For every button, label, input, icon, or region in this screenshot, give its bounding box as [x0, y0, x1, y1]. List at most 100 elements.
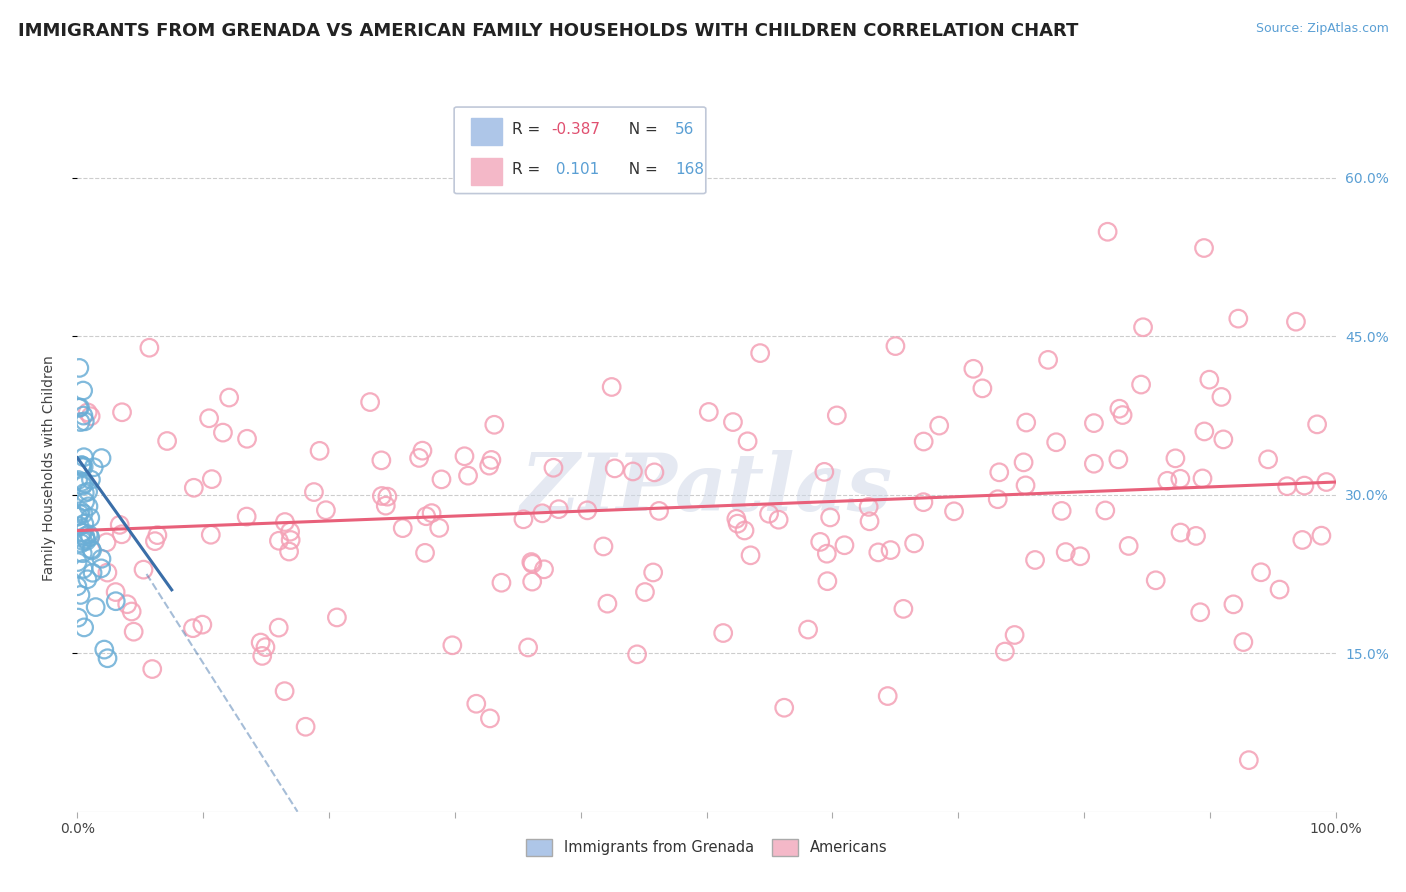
Point	[721, 415, 744, 429]
Point	[465, 697, 488, 711]
Point	[408, 450, 430, 465]
Point	[108, 517, 131, 532]
Point	[768, 513, 790, 527]
Point	[1291, 533, 1313, 547]
Point	[72, 507, 94, 521]
Point	[420, 506, 443, 520]
Point	[1227, 311, 1250, 326]
Point	[67, 360, 90, 375]
Point	[67, 401, 90, 415]
Point	[1083, 457, 1105, 471]
Point	[79, 409, 101, 424]
Point	[1168, 472, 1191, 486]
Point	[1222, 598, 1244, 612]
Point	[1306, 417, 1329, 432]
Point	[80, 542, 103, 557]
Point	[69, 507, 91, 521]
Point	[576, 503, 599, 517]
Point	[359, 395, 381, 409]
Point	[111, 405, 134, 419]
Point	[122, 624, 145, 639]
Point	[621, 465, 644, 479]
Point	[83, 460, 105, 475]
Point	[77, 527, 100, 541]
Point	[1198, 373, 1220, 387]
Text: R =: R =	[512, 122, 546, 137]
Point	[249, 635, 271, 649]
Point	[1054, 545, 1077, 559]
Point	[531, 506, 554, 520]
Point	[758, 507, 780, 521]
Point	[1118, 539, 1140, 553]
Point	[427, 521, 450, 535]
Point	[943, 504, 966, 518]
Point	[1275, 479, 1298, 493]
Point	[72, 384, 94, 398]
Point	[600, 380, 623, 394]
Point	[254, 640, 277, 654]
Point	[626, 648, 648, 662]
Point	[1315, 475, 1337, 489]
Point	[70, 458, 93, 473]
Point	[76, 572, 98, 586]
Point	[70, 525, 93, 540]
Point	[928, 418, 950, 433]
Point	[484, 417, 506, 432]
Point	[79, 530, 101, 544]
Point	[815, 547, 838, 561]
Point	[1132, 320, 1154, 334]
Point	[987, 492, 1010, 507]
Point	[1211, 390, 1233, 404]
Point	[67, 473, 90, 487]
Point	[1170, 525, 1192, 540]
Point	[1130, 377, 1153, 392]
Point	[69, 401, 91, 415]
Point	[972, 381, 994, 395]
Point	[1268, 582, 1291, 597]
Text: N =: N =	[619, 162, 662, 178]
Text: N =: N =	[619, 122, 662, 137]
Point	[70, 460, 93, 475]
Point	[734, 524, 756, 538]
Point	[740, 549, 762, 563]
Point	[868, 545, 890, 559]
Point	[1097, 225, 1119, 239]
Point	[70, 475, 93, 489]
Point	[73, 459, 96, 474]
Point	[72, 479, 94, 493]
Point	[884, 339, 907, 353]
Point	[1050, 504, 1073, 518]
Point	[302, 485, 325, 500]
Point	[69, 504, 91, 518]
Point	[441, 638, 464, 652]
Point	[218, 391, 240, 405]
Point	[93, 642, 115, 657]
Point	[643, 566, 665, 580]
Y-axis label: Family Households with Children: Family Households with Children	[42, 355, 56, 582]
Point	[749, 346, 772, 360]
Point	[876, 689, 898, 703]
Point	[104, 585, 127, 599]
Point	[825, 409, 848, 423]
Text: ZIPatlas: ZIPatlas	[520, 450, 893, 528]
Point	[737, 434, 759, 449]
Point	[478, 458, 501, 473]
Point	[138, 341, 160, 355]
Point	[1189, 605, 1212, 619]
Text: 56: 56	[675, 122, 695, 137]
Point	[596, 597, 619, 611]
Point	[236, 432, 259, 446]
Point	[274, 515, 297, 529]
Point	[72, 409, 94, 423]
Point	[1107, 452, 1129, 467]
Point	[533, 562, 555, 576]
Point	[69, 588, 91, 602]
Point	[90, 451, 112, 466]
Point	[80, 543, 103, 558]
Point	[1164, 451, 1187, 466]
Text: IMMIGRANTS FROM GRENADA VS AMERICAN FAMILY HOUSEHOLDS WITH CHILDREN CORRELATION : IMMIGRANTS FROM GRENADA VS AMERICAN FAMI…	[18, 22, 1078, 40]
Point	[815, 574, 838, 589]
Point	[75, 494, 97, 508]
Point	[104, 594, 127, 608]
Point	[1094, 503, 1116, 517]
